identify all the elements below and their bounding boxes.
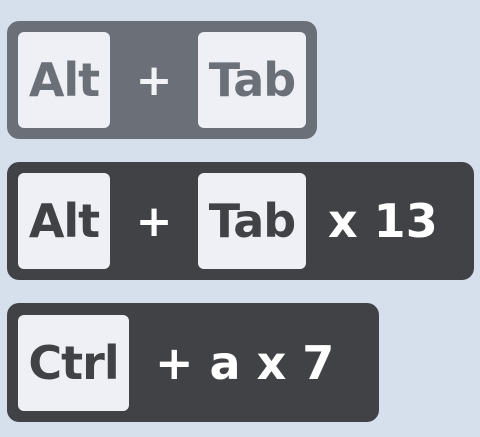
alt-keycap: Alt — [18, 173, 110, 269]
plus-sign: + — [135, 195, 173, 247]
plus-sign: + — [135, 54, 173, 106]
shortcut-alt-tab-x13: Alt + Tab x 13 — [7, 162, 474, 280]
tab-keycap: Tab — [198, 173, 306, 269]
tab-keycap: Tab — [198, 32, 306, 128]
key-sequence-suffix: + a x 7 — [155, 335, 335, 390]
shortcut-ctrl-a-x7: Ctrl + a x 7 — [7, 303, 379, 422]
repeat-count: x 13 — [328, 194, 438, 248]
ctrl-keycap: Ctrl — [18, 314, 129, 411]
alt-keycap: Alt — [18, 32, 110, 128]
shortcut-alt-tab-dimmed: Alt + Tab — [7, 21, 317, 139]
